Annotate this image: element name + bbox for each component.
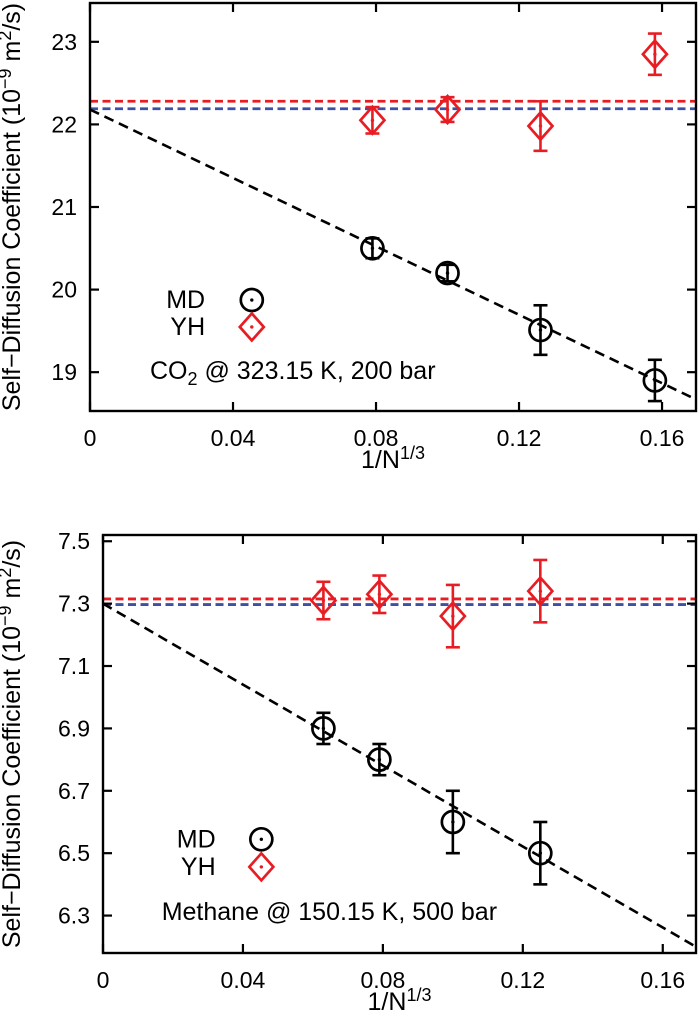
chart-co2: 0 0.04 0.08 0.12 0.16 19 20 21 22 23 1/N1/3 Self−Di… (0, 1, 698, 474)
state-point-annotation: CO2 @ 323.15 K, 200 bar (150, 357, 436, 389)
yh-data-point (641, 38, 669, 70)
legend-label: MD (177, 825, 216, 853)
md-data-point (440, 809, 466, 835)
y-tick-label: 21 (51, 194, 77, 220)
y-tick-label: 6.7 (58, 778, 90, 804)
y-tick-label: 20 (51, 277, 77, 303)
y-tick-label: 7.1 (58, 653, 90, 679)
md-series (311, 711, 553, 886)
legend-item-yh: YH (181, 851, 276, 883)
x-tick-label: 0.04 (211, 425, 256, 451)
y-tick-label: 6.3 (58, 903, 90, 929)
md-data-point (642, 368, 668, 393)
state-point-annotation: Methane @ 150.15 K, 500 bar (162, 898, 497, 926)
plot-box (88, 1, 698, 413)
md-data-point (311, 716, 336, 741)
yh-data-point (365, 578, 394, 610)
yh-series (358, 32, 669, 153)
y-tick-label: 6.9 (58, 715, 90, 741)
md-marker (248, 826, 274, 852)
legend-item-md: MD (166, 286, 265, 314)
y-tick-label: 22 (51, 111, 77, 137)
yh-data-point (358, 104, 387, 136)
x-tick-label: 0.08 (360, 967, 405, 993)
y-tick-label: 7.5 (58, 528, 90, 554)
md-data-point (360, 235, 385, 261)
y-tick-label: 23 (51, 29, 77, 55)
x-tick-label: 0.16 (640, 967, 685, 993)
yh-data-point (526, 575, 555, 607)
x-tick-label: 0.12 (500, 967, 545, 993)
legend-label: YH (181, 853, 216, 881)
x-tick-label: 0.12 (497, 425, 542, 451)
yh-marker (247, 851, 276, 883)
y-tick-label: 19 (51, 359, 77, 385)
md-finite-size-fit (102, 602, 697, 948)
y-axis-label: Self−Diffusion Coefficient (10−9 m2/s) (0, 3, 26, 411)
x-axis-label: 1/N1/3 (368, 985, 432, 1016)
yh-marker (237, 311, 266, 343)
md-series (360, 235, 668, 403)
x-tick-label: 0 (97, 967, 110, 993)
yh-data-point (439, 600, 467, 632)
yh-series (309, 558, 555, 649)
x-axis-label: 1/N1/3 (361, 443, 425, 474)
y-axis-label: Self−Diffusion Coefficient (10−9 m2/s) (0, 540, 26, 948)
legend-label: MD (166, 286, 205, 314)
md-finite-size-fit (89, 108, 697, 401)
y-tick-label: 6.5 (58, 840, 90, 866)
yh-data-point (526, 110, 555, 142)
md-data-point (435, 260, 460, 286)
md-data-point (527, 840, 553, 866)
legend-item-md: MD (177, 825, 274, 853)
x-tick-label: 0.08 (354, 425, 399, 451)
x-tick-label: 0.16 (640, 425, 685, 451)
md-data-point (528, 317, 553, 343)
x-tick-label: 0 (84, 425, 97, 451)
yh-data-point (309, 584, 338, 617)
yh-data-point (433, 94, 462, 126)
plot-box (101, 533, 698, 955)
md-data-point (367, 747, 392, 772)
legend-label: YH (170, 313, 205, 341)
chart-methane: 0 0.04 0.08 0.12 0.16 6.3 6.5 6.7 6.9 7.1 7.3 7.5 1/… (0, 528, 698, 1016)
x-tick-label: 0.04 (221, 967, 266, 993)
legend-item-yh: YH (170, 311, 266, 343)
y-tick-label: 7.3 (58, 591, 90, 617)
md-marker (239, 287, 265, 313)
